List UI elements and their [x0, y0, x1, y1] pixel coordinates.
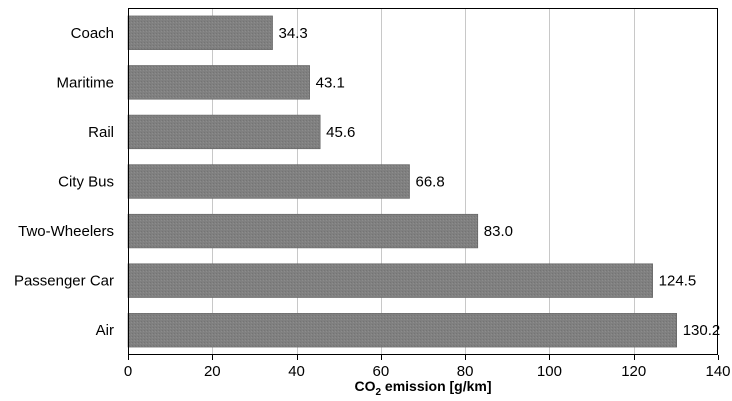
bar — [127, 164, 410, 199]
data-label: 45.6 — [326, 124, 355, 141]
bar — [127, 114, 321, 150]
data-label: 124.5 — [659, 273, 697, 290]
category-label: Coach — [71, 25, 114, 42]
plot-frame — [128, 8, 718, 355]
category-label: Passenger Car — [14, 273, 114, 290]
x-axis-title-subscript: 2 — [375, 387, 381, 398]
x-axis-title-rest: emission [g/km] — [381, 378, 491, 394]
x-tick-label: 60 — [373, 363, 390, 380]
x-tick-label: 140 — [705, 363, 730, 380]
data-label: 83.0 — [484, 223, 513, 240]
bar — [127, 15, 273, 50]
bars — [127, 15, 678, 348]
category-label: Maritime — [56, 74, 114, 91]
x-tick-label: 120 — [621, 363, 646, 380]
data-label: 34.3 — [279, 25, 308, 42]
x-tick-label: 20 — [204, 363, 221, 380]
x-tick-label: 0 — [124, 363, 132, 380]
data-label: 66.8 — [416, 174, 445, 191]
category-label: Air — [96, 322, 114, 339]
bar — [127, 263, 653, 298]
x-tick-label: 100 — [537, 363, 562, 380]
data-labels: 34.3 43.1 45.6 66.8 83.0 124.5 130.2 — [279, 25, 721, 339]
x-axis-ticks: 0 20 40 60 80 100 120 140 — [124, 355, 731, 380]
x-axis-title-main: CO — [354, 378, 375, 394]
data-label: 130.2 — [683, 322, 721, 339]
data-label: 43.1 — [316, 74, 345, 91]
bar — [127, 313, 678, 348]
bar — [127, 65, 310, 100]
category-label: Two-Wheelers — [18, 223, 114, 240]
category-labels: Coach Maritime Rail City Bus Two-Wheelers Pas… — [14, 25, 114, 339]
category-label: Rail — [88, 124, 114, 141]
category-label: City Bus — [58, 174, 114, 191]
x-axis-title: CO2 emission [g/km] — [354, 378, 491, 398]
x-tick-label: 80 — [457, 363, 474, 380]
bar — [127, 213, 479, 249]
x-tick-label: 40 — [288, 363, 305, 380]
